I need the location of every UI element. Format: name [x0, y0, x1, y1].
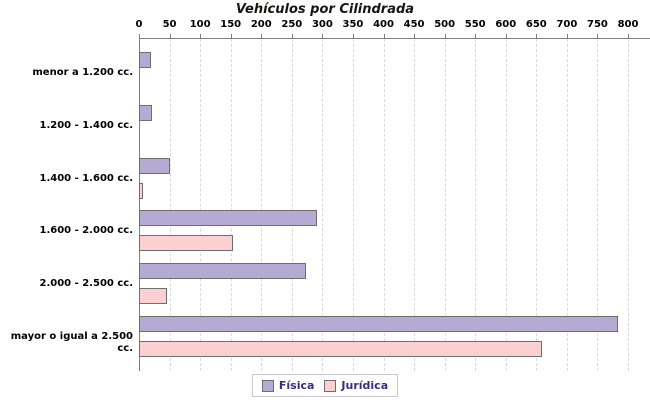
- x-tick-mark: [414, 34, 416, 38]
- bar-juridica: [139, 341, 542, 357]
- legend-item: Física: [261, 379, 315, 392]
- gridline: [536, 39, 538, 371]
- x-tick-mark: [505, 34, 507, 38]
- bar-fisica: [139, 105, 152, 121]
- bar-fisica: [139, 316, 618, 332]
- x-tick-mark: [322, 34, 324, 38]
- x-tick-label: 500: [434, 19, 456, 30]
- bar-fisica: [139, 210, 317, 226]
- x-axis-line: [139, 38, 650, 39]
- gridline: [383, 39, 385, 371]
- legend-swatch-icon: [261, 379, 274, 392]
- bar-juridica: [139, 288, 167, 304]
- gridline: [566, 39, 568, 371]
- x-tick-mark: [444, 34, 446, 38]
- x-tick-label: 200: [250, 19, 272, 30]
- gridline: [628, 39, 629, 371]
- x-tick-label: 700: [556, 19, 578, 30]
- x-tick-mark: [139, 34, 140, 38]
- category-label: 1.400 - 1.600 cc.: [39, 172, 133, 184]
- gridline: [230, 39, 232, 371]
- x-tick-label: 550: [464, 19, 486, 30]
- gridline: [414, 39, 416, 371]
- gridline: [169, 39, 171, 371]
- x-tick-label: 350: [342, 19, 364, 30]
- gridline: [200, 39, 202, 371]
- legend-label: Jurídica: [341, 379, 389, 392]
- x-tick-mark: [597, 34, 599, 38]
- x-tick-mark: [566, 34, 568, 38]
- legend: Física Jurídica: [0, 374, 650, 398]
- x-tick-mark: [261, 34, 263, 38]
- x-tick-mark: [475, 34, 477, 38]
- legend-item: Jurídica: [324, 379, 388, 392]
- category-label: 1.600 - 2.000 cc.: [39, 225, 133, 237]
- x-tick-label: 100: [189, 19, 211, 30]
- x-tick-label: 150: [220, 19, 242, 30]
- legend-box: Física Jurídica: [251, 374, 399, 397]
- gridline: [291, 39, 293, 371]
- gridline: [444, 39, 446, 371]
- chart-title: Vehículos por Cilindrada: [235, 2, 415, 17]
- gridline: [597, 39, 599, 371]
- gridline: [352, 39, 354, 371]
- x-tick-label: 600: [495, 19, 517, 30]
- x-tick-label: 400: [373, 19, 394, 30]
- x-tick-mark: [383, 34, 385, 38]
- y-axis-line: [139, 38, 140, 371]
- gridline: [475, 39, 477, 371]
- category-label: 1.200 - 1.400 cc.: [39, 119, 133, 131]
- gridline: [261, 39, 263, 371]
- gridline: [505, 39, 507, 371]
- gridline: [322, 39, 324, 371]
- category-label: 2.000 - 2.500 cc.: [39, 278, 133, 289]
- legend-swatch-icon: [324, 379, 337, 392]
- bar-fisica: [139, 263, 306, 279]
- x-tick-label: 0: [135, 19, 143, 30]
- x-tick-mark: [291, 34, 293, 38]
- x-tick-mark: [230, 34, 232, 38]
- x-tick-label: 750: [587, 19, 608, 30]
- x-tick-label: 800: [617, 19, 639, 30]
- x-tick-mark: [536, 34, 538, 38]
- x-tick-label: 50: [162, 19, 177, 30]
- x-tick-mark: [169, 34, 171, 38]
- bar-juridica: [139, 183, 143, 199]
- bar-juridica: [139, 235, 233, 251]
- category-label: mayor o igual a 2.500 cc.: [10, 330, 133, 354]
- x-tick-label: 450: [403, 19, 425, 30]
- bar-fisica: [139, 158, 170, 174]
- x-tick-mark: [628, 34, 629, 38]
- bar-fisica: [139, 52, 151, 68]
- category-label: menor a 1.200 cc.: [32, 67, 133, 78]
- x-tick-label: 650: [525, 19, 547, 30]
- x-tick-label: 300: [311, 19, 333, 30]
- legend-label: Física: [278, 379, 315, 392]
- x-tick-label: 250: [281, 19, 303, 30]
- x-tick-mark: [352, 34, 354, 38]
- x-tick-mark: [200, 34, 202, 38]
